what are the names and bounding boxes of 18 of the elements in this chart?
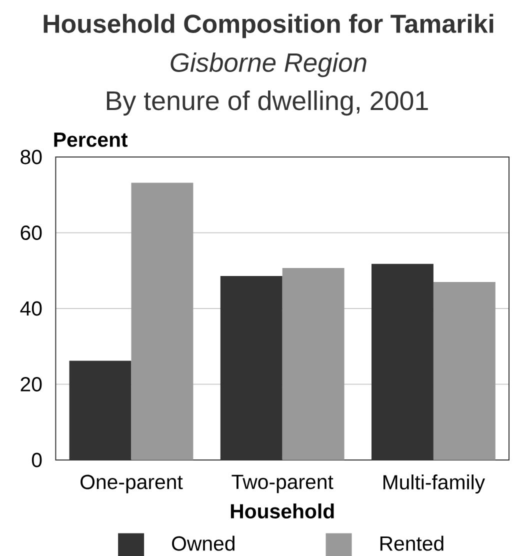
y-tick-label: 80: [20, 150, 42, 164]
legend-label: Owned: [172, 536, 234, 551]
bar: [282, 268, 344, 460]
x-tick-label: Two-parent: [232, 474, 334, 494]
y-axis-title: Percent: [54, 132, 128, 147]
chart-title: Household Composition for Tamariki: [44, 14, 494, 38]
text: By tenure of dwelling, 2001: [106, 90, 428, 116]
y-tick-label: 0: [32, 452, 42, 468]
x-tick-label: Multi-family: [384, 474, 486, 494]
y-tick-label: 40: [20, 301, 42, 316]
chart-subtitle: Gisborne Region: [170, 52, 366, 78]
x-axis-title: Household: [230, 504, 334, 519]
legend-label: Rented: [380, 536, 444, 551]
bar: [433, 282, 496, 460]
y-tick-label: 20: [20, 377, 42, 392]
x-tick-label: One-parent: [80, 474, 183, 494]
bar: [131, 182, 194, 460]
y-tick-label: 60: [20, 226, 42, 240]
